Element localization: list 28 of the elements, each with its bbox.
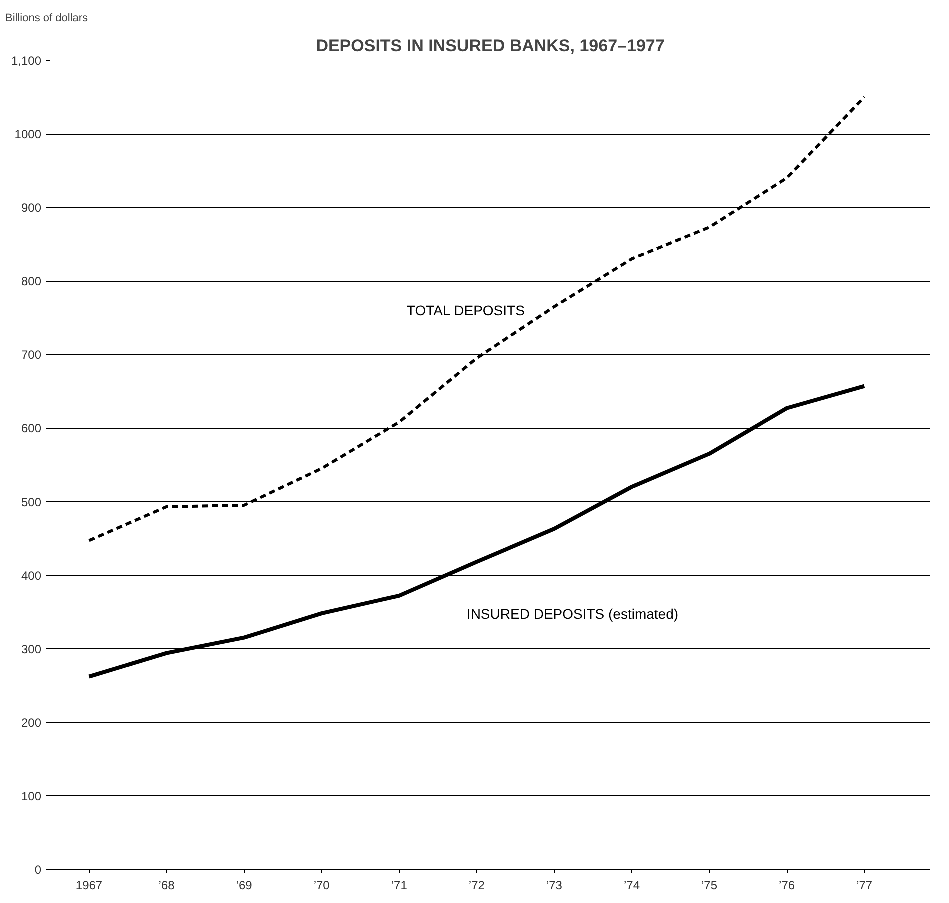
x-tick-label: ’74 — [624, 878, 640, 892]
x-tick-label: ’77 — [856, 878, 873, 892]
x-tick-label: 1967 — [76, 878, 103, 892]
x-tick-label: ’70 — [314, 878, 330, 892]
series-label: TOTAL DEPOSITS — [406, 302, 525, 318]
line-series — [87, 384, 867, 679]
y-axis-title: Billions of dollars — [6, 12, 89, 24]
y-tick-label: 500 — [21, 495, 42, 510]
y-tick-label: 0 — [34, 863, 42, 877]
y-tick-label: 900 — [21, 201, 42, 216]
x-tick-label: ’71 — [391, 878, 408, 892]
y-tick-label: 1,100 — [11, 54, 42, 68]
x-tick-label: ’73 — [546, 878, 563, 892]
x-tick-label: ’75 — [702, 878, 718, 892]
y-tick-label: 400 — [21, 568, 42, 583]
y-tick-label: 300 — [21, 642, 42, 656]
x-tick-label: ’69 — [236, 878, 253, 892]
x-tick-label: ’68 — [158, 878, 176, 892]
y-tick-label: 700 — [21, 348, 42, 362]
text: INSURED DEPOSITS (estimated) — [466, 606, 679, 622]
y-tick-label: 600 — [21, 422, 42, 436]
y-tick-label: 800 — [21, 274, 42, 289]
y-tick-label: 100 — [21, 789, 42, 804]
y-tick-label: 200 — [21, 716, 42, 730]
y-tick-label: 1000 — [14, 128, 42, 142]
chart-title: DEPOSITS IN INSURED BANKS, 1967–1977 — [316, 36, 665, 56]
x-tick-label: ’76 — [779, 878, 796, 892]
x-tick-label: ’72 — [468, 878, 486, 892]
